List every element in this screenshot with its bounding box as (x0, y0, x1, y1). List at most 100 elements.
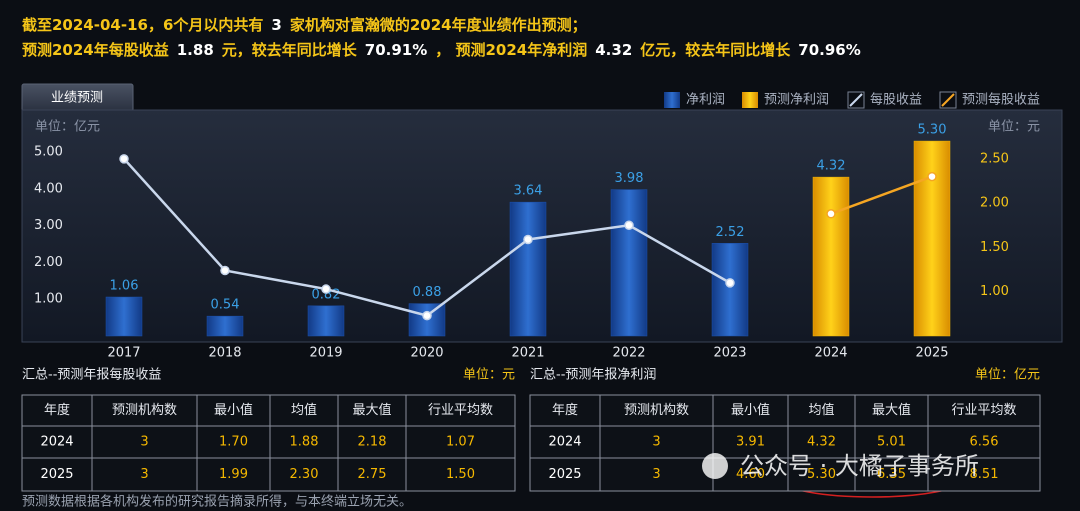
table-border (529, 394, 1041, 492)
y2-unit: 单位：元 (988, 120, 1040, 135)
legend-swatch (664, 92, 680, 108)
line-point (321, 284, 331, 294)
bar (105, 296, 143, 337)
table-header: 年度 (44, 402, 70, 418)
line (830, 175, 933, 215)
y-tick-label: 4.00 (34, 181, 63, 196)
table-cell: 5.01 (877, 435, 906, 450)
value-label: 2.52 (716, 225, 745, 240)
table-cell: 2024 (548, 435, 581, 450)
table-header: 最大值 (352, 402, 391, 418)
header-segment: 70.91% (365, 41, 427, 59)
table-header: 最小值 (731, 402, 770, 418)
header-segment: 亿元，较去年同比增长 (640, 41, 791, 59)
header-segment: 70.96% (798, 41, 860, 59)
x-tick-label: 2021 (511, 346, 544, 361)
bar (307, 305, 345, 337)
table-cell: 1.70 (219, 435, 248, 450)
table-cell: 3 (652, 435, 660, 450)
header-line: 预测2024年每股收益 1.88 元，较去年同比增长 70.91% ， 预测2024年净… (22, 41, 861, 59)
x-tick-label: 2020 (410, 346, 443, 361)
line-point (422, 310, 432, 321)
table-header: 预测机构数 (624, 403, 689, 418)
table-header: 预测机构数 (112, 403, 177, 418)
table-cell: 1.99 (219, 467, 248, 482)
bar (913, 140, 951, 337)
header-segment: 元，较去年同比增长 (222, 41, 358, 59)
y-tick-label: 5.00 (34, 145, 63, 160)
header-segment: 截至2024-04-16，6个月以内共有 (22, 16, 263, 34)
table-border (21, 394, 516, 492)
line-point (826, 209, 836, 219)
table-cell: 2025 (40, 467, 73, 482)
y-tick-label: 1.00 (34, 292, 63, 307)
table-header: 行业平均数 (428, 403, 493, 418)
y2-tick-label: 2.50 (980, 151, 1009, 166)
value-label: 0.88 (413, 285, 442, 300)
value-label: 0.54 (211, 298, 240, 313)
legend-swatch (847, 91, 865, 109)
table-cell: 6.35 (877, 467, 906, 482)
y2-tick-label: 1.00 (980, 284, 1009, 299)
y2-tick-label: 1.50 (980, 240, 1009, 255)
line-point (927, 171, 937, 182)
table-unit: 单位：亿元 (975, 368, 1040, 383)
x-tick-label: 2019 (309, 346, 342, 361)
value-label: 5.30 (918, 123, 947, 138)
footnote: 预测数据根据各机构发布的研究报告摘录所得，与本终端立场无关。 (22, 494, 412, 510)
header-segment: 预测2024年每股收益 (22, 41, 169, 59)
table-cell: 1.88 (290, 435, 319, 450)
tab-label[interactable]: 业绩预测 (51, 91, 103, 106)
header-segment: 3 (271, 16, 281, 34)
table-cell: 3 (140, 467, 148, 482)
table-unit: 单位：元 (463, 368, 515, 383)
x-tick-label: 2025 (915, 346, 948, 361)
legend-line (849, 93, 863, 107)
table-cell: 2025 (548, 467, 581, 482)
value-label: 3.64 (514, 184, 543, 199)
y-tick-label: 2.00 (34, 255, 63, 270)
table-cell: 2024 (40, 435, 73, 450)
line-point (119, 154, 129, 164)
table-cell: 3 (140, 435, 148, 450)
line-point (523, 234, 533, 245)
header-segment: 1.88 (177, 41, 214, 59)
table-header: 均值 (291, 402, 317, 418)
table-header: 最小值 (214, 402, 253, 418)
table-cell: 8.51 (970, 467, 999, 482)
bar (610, 189, 648, 337)
legend-swatch (939, 91, 957, 109)
table-cell: 1.50 (446, 467, 475, 482)
watermark: 公众号 · 大橘子事务所 (740, 452, 979, 480)
table-title: 汇总--预测年报净利润 (530, 368, 656, 383)
table-cell: 2.30 (290, 467, 319, 482)
legend-swatch (742, 92, 758, 108)
x-tick-label: 2017 (107, 346, 140, 361)
legend-label: 预测净利润 (764, 93, 829, 108)
table-header: 最大值 (872, 402, 911, 418)
bar (509, 201, 547, 337)
table-cell: 6.56 (970, 435, 999, 450)
table-cell: 3.91 (736, 435, 765, 450)
line-point (624, 220, 634, 231)
table-header: 行业平均数 (951, 403, 1016, 418)
bar (206, 315, 244, 337)
y-unit: 单位：亿元 (35, 120, 100, 135)
header-segment: 家机构对富瀚微的2024年度业绩作出预测； (290, 16, 587, 34)
watermark-icon (702, 453, 728, 479)
table-cell: 3 (652, 467, 660, 482)
x-tick-label: 2022 (612, 346, 645, 361)
legend-label: 净利润 (686, 93, 725, 108)
header-segment: ， 预测2024年净利润 (435, 41, 587, 59)
y-tick-label: 3.00 (34, 218, 63, 233)
header-segment: 4.32 (595, 41, 632, 59)
bar (711, 243, 749, 337)
bar (812, 176, 850, 337)
table-title: 汇总--预测年报每股收益 (22, 367, 161, 383)
value-label: 1.06 (110, 279, 139, 294)
header-line: 截至2024-04-16，6个月以内共有 3 家机构对富瀚微的2024年度业绩作出预… (22, 16, 587, 34)
x-tick-label: 2018 (208, 346, 241, 361)
table-cell: 2.18 (358, 435, 387, 450)
